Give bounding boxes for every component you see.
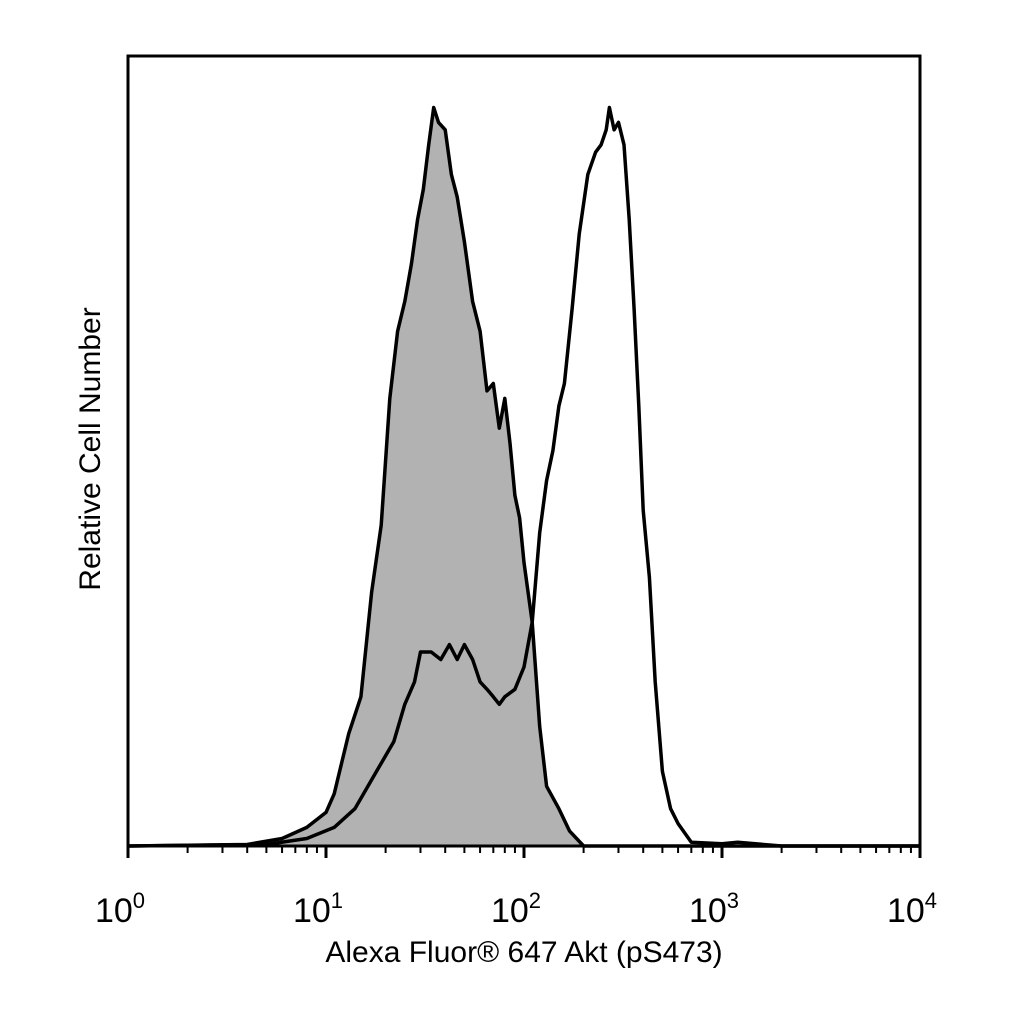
y-axis-label: Relative Cell Number bbox=[74, 307, 107, 590]
x-tick-label: 102 bbox=[491, 888, 541, 930]
x-tick-label: 101 bbox=[293, 888, 343, 930]
series-0-line bbox=[127, 105, 920, 848]
x-axis-tick-labels: 100 101 102 103 104 bbox=[95, 888, 937, 930]
x-tick-label: 100 bbox=[95, 888, 145, 930]
series-0-fill bbox=[128, 107, 920, 846]
series-1-line bbox=[127, 105, 920, 848]
x-axis-ticks bbox=[126, 846, 922, 858]
x-tick-label: 103 bbox=[689, 888, 739, 930]
x-axis-label: Alexa Fluor® 647 Akt (pS473) bbox=[325, 936, 722, 969]
x-tick-label: 104 bbox=[887, 888, 937, 930]
plot-area bbox=[127, 105, 920, 848]
